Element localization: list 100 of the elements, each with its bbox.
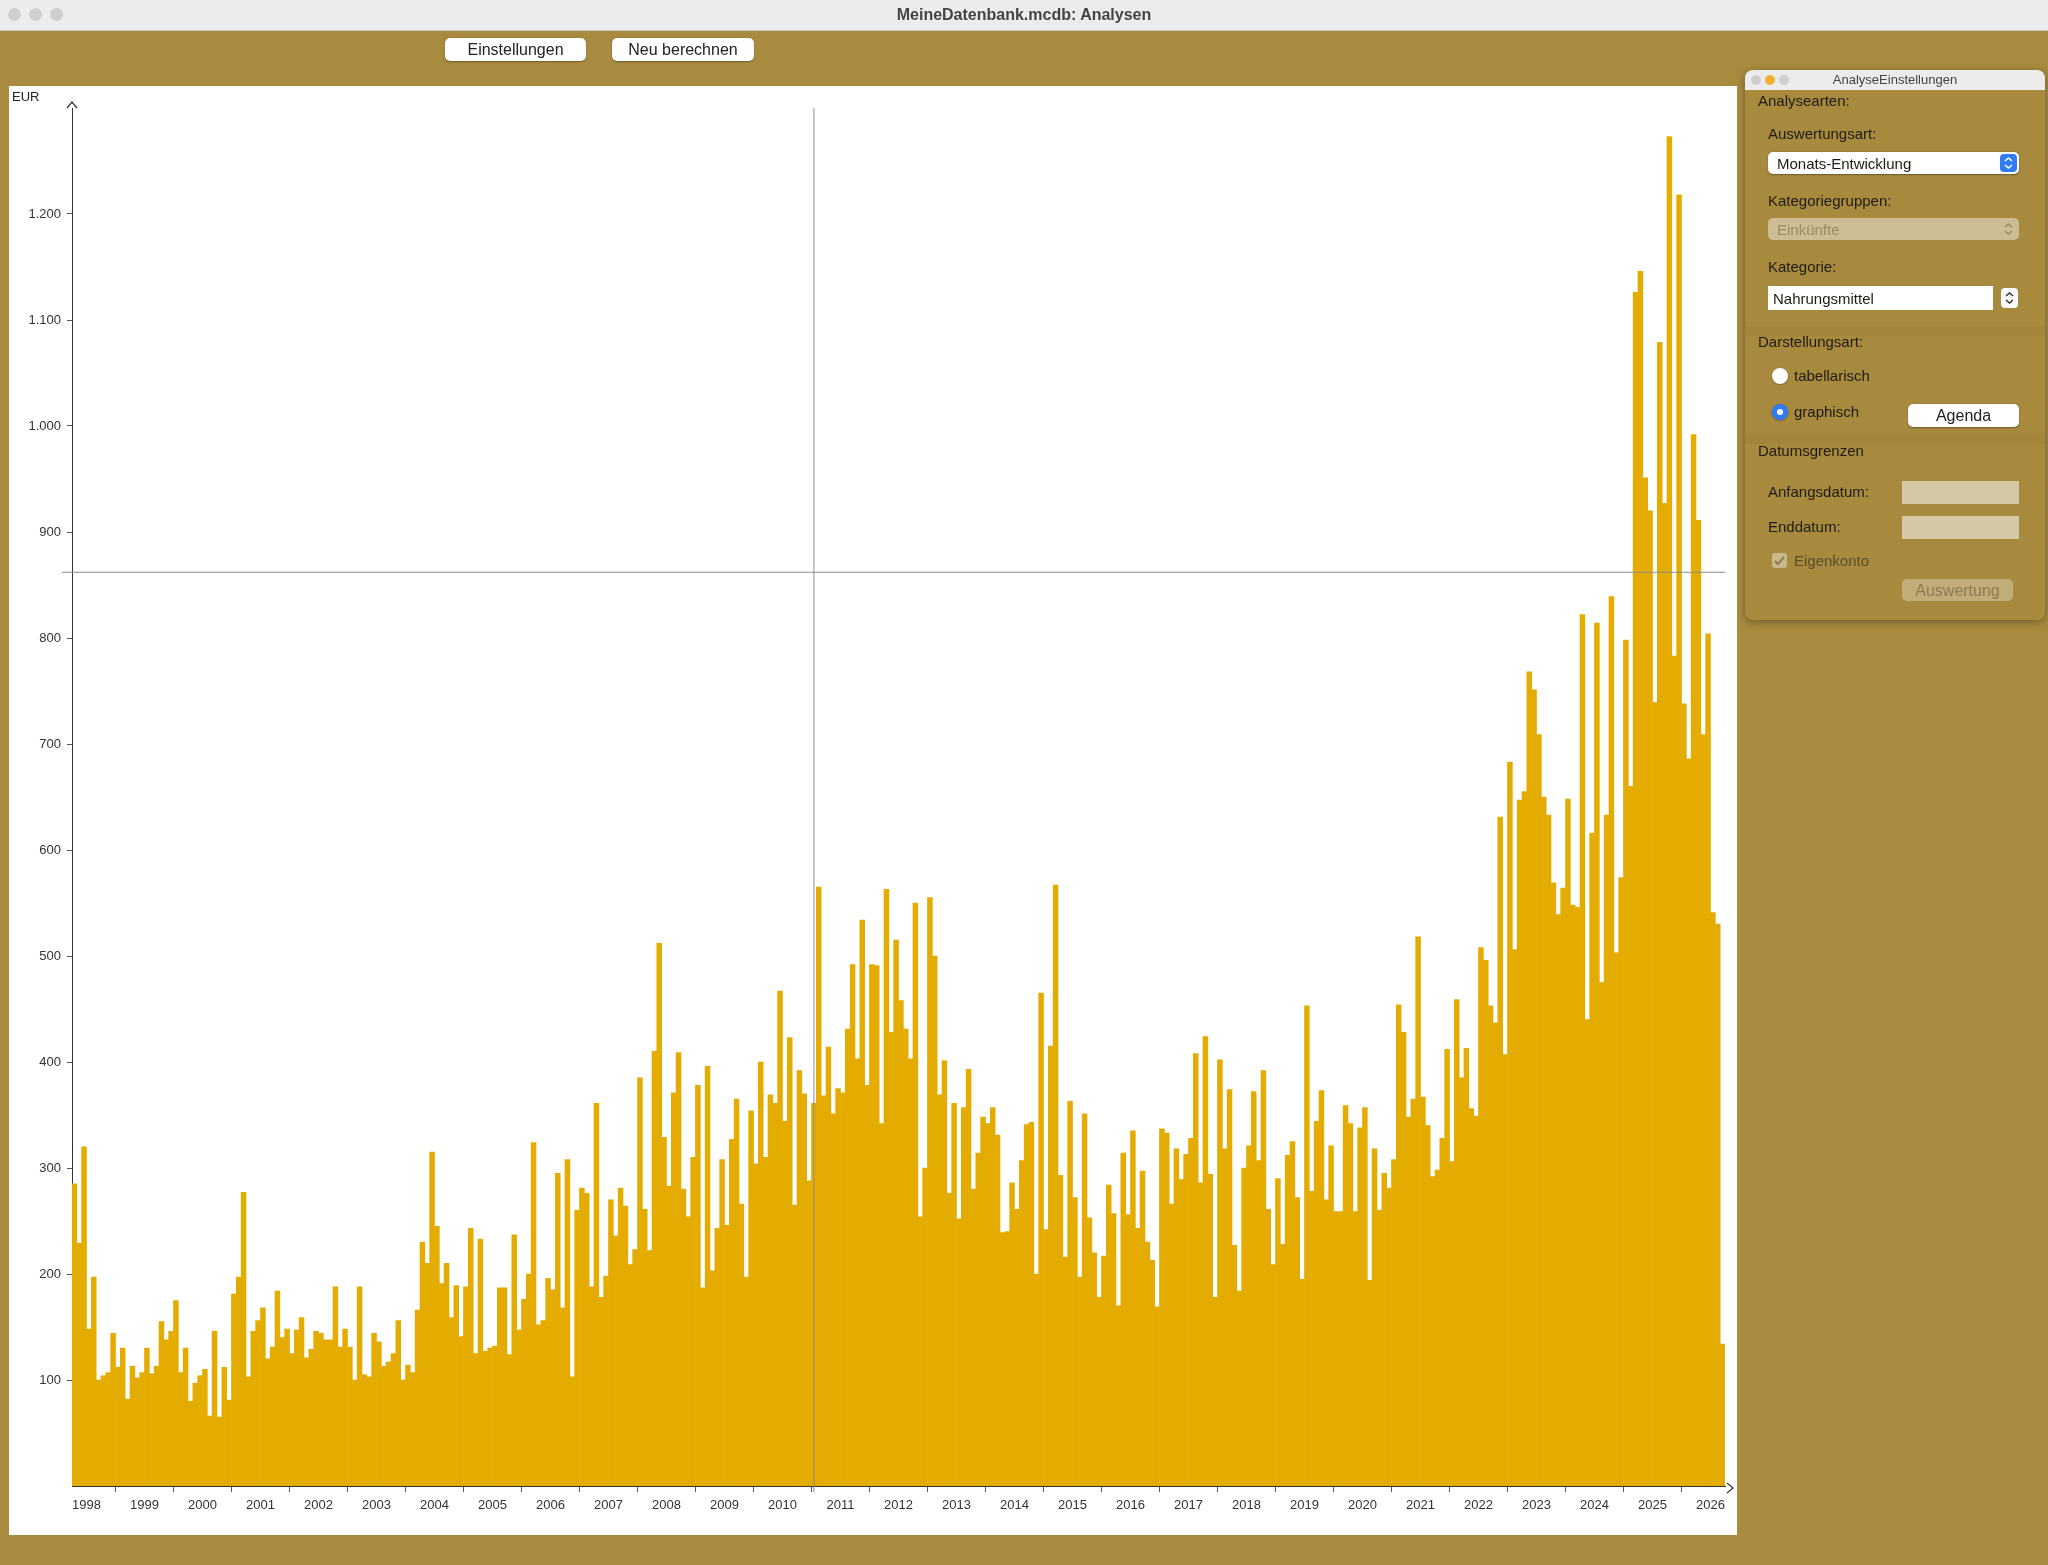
bar <box>1371 1148 1378 1486</box>
bar <box>240 1192 247 1486</box>
y-axis-title: EUR <box>12 89 40 105</box>
text: Monats-Entwicklung <box>1777 155 1912 172</box>
text: Kategoriegruppen: <box>1768 192 1892 209</box>
text: AnalyseEinstellungen <box>1745 72 2045 87</box>
bar <box>849 964 856 1486</box>
text: Analysearten: <box>1758 92 1850 109</box>
bar <box>1608 596 1615 1486</box>
bar <box>110 1333 116 1486</box>
bar <box>1173 1148 1180 1486</box>
chart-title: MeineDatenbank.mcdb: Analysen <box>895 6 1153 24</box>
x-tick-label: 2018 <box>1232 1497 1261 1513</box>
x-tick-label: 2014 <box>1000 1497 1029 1513</box>
x-tick-label: 2017 <box>1174 1497 1203 1513</box>
x-tick-label: 2019 <box>1290 1497 1319 1513</box>
bar <box>941 1060 948 1486</box>
x-tick-label: 2007 <box>594 1497 623 1513</box>
text: Enddatum: <box>1768 518 1841 535</box>
y-tick-label: 600 <box>39 841 61 857</box>
y-tick-label: 700 <box>39 735 61 751</box>
x-tick-label: 2011 <box>826 1497 855 1513</box>
bar <box>443 1263 450 1486</box>
bar <box>1023 1124 1030 1486</box>
text: Einstellungen <box>445 38 586 61</box>
x-tick-label: 2024 <box>1580 1497 1609 1513</box>
y-tick-label: 100 <box>39 1371 61 1387</box>
text: Datumsgrenzen <box>1758 442 1864 459</box>
bar <box>182 1347 189 1486</box>
text: Anfangsdatum: <box>1768 483 1869 500</box>
bar <box>912 902 919 1486</box>
bar <box>1202 1036 1209 1486</box>
bar <box>951 1103 957 1486</box>
x-tick-label: 2012 <box>884 1497 913 1513</box>
x-tick-label: 2023 <box>1522 1497 1551 1513</box>
bar <box>1318 1090 1325 1486</box>
x-tick-label: 2004 <box>420 1497 449 1513</box>
bar <box>796 1070 803 1486</box>
x-tick-label: 2026 <box>1696 1497 1725 1513</box>
bar <box>1028 1122 1035 1486</box>
text: Kategorie: <box>1768 258 1837 275</box>
bar <box>1009 1182 1015 1486</box>
y-tick-label: 800 <box>39 629 61 645</box>
bar <box>767 1094 774 1486</box>
bar <box>777 990 783 1486</box>
bar <box>1052 884 1059 1486</box>
text: graphisch <box>1794 403 1860 420</box>
y-tick-label: 500 <box>39 947 61 963</box>
x-tick-label: 2000 <box>188 1497 217 1513</box>
x-tick-label: 2008 <box>652 1497 681 1513</box>
bar <box>965 1069 972 1486</box>
bar <box>1328 1145 1334 1486</box>
y-tick-label: 1.000 <box>28 417 61 433</box>
text: Auswertungsart: <box>1768 125 1877 142</box>
bar <box>487 1347 493 1486</box>
bar <box>211 1330 218 1486</box>
x-tick-label: 1998 <box>72 1497 101 1513</box>
bar <box>1226 1089 1233 1486</box>
x-tick-label: 2010 <box>768 1497 797 1513</box>
bar <box>284 1328 290 1486</box>
bar <box>1038 992 1044 1486</box>
text: tabellarisch <box>1794 367 1870 384</box>
x-tick-label: 2022 <box>1464 1497 1493 1513</box>
x-tick-label: 1999 <box>130 1497 159 1513</box>
x-tick-label: 2001 <box>246 1497 275 1513</box>
x-tick-label: 2016 <box>1116 1497 1145 1513</box>
text: Nahrungsmittel <box>1773 290 1874 307</box>
x-tick-label: 2005 <box>478 1497 507 1513</box>
x-tick-label: 2015 <box>1058 1497 1087 1513</box>
bar <box>1260 1070 1267 1486</box>
bar <box>129 1365 136 1486</box>
x-tick-label: 2020 <box>1348 1497 1377 1513</box>
y-tick-label: 900 <box>39 523 61 539</box>
bar <box>593 1103 600 1486</box>
y-tick-label: 300 <box>39 1159 61 1175</box>
bar <box>564 1159 571 1486</box>
x-tick-label: 2009 <box>710 1497 739 1513</box>
bar <box>356 1286 363 1486</box>
bar <box>1289 1141 1296 1486</box>
bar <box>1579 614 1586 1486</box>
bar <box>1637 270 1644 1486</box>
bar <box>748 1110 754 1486</box>
bar <box>1139 1170 1146 1486</box>
bar <box>835 1088 841 1486</box>
x-tick-label: 2003 <box>362 1497 391 1513</box>
x-tick-label: 2021 <box>1406 1497 1435 1513</box>
bar <box>1081 1113 1088 1486</box>
y-tick-label: 1.100 <box>28 311 61 327</box>
bar <box>274 1290 281 1486</box>
bar <box>419 1241 426 1486</box>
bar <box>332 1286 339 1486</box>
bar <box>719 1159 725 1486</box>
bar <box>501 1287 508 1486</box>
bar <box>100 1375 107 1486</box>
bar <box>1666 136 1673 1486</box>
bar <box>675 1052 682 1486</box>
bar <box>1342 1105 1349 1486</box>
y-tick-label: 400 <box>39 1053 61 1069</box>
text: Darstellungsart: <box>1758 333 1864 350</box>
bar <box>704 1065 711 1486</box>
